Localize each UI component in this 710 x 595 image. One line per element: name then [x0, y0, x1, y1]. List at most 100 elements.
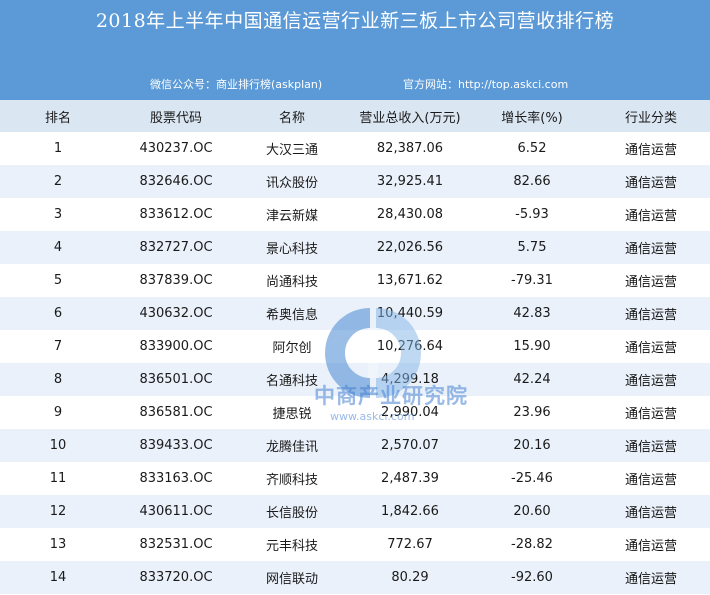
- table-row: 14 833720.OC 网信联动 80.29 -92.60 通信运营: [0, 561, 710, 594]
- watermark-text: 中商产业研究院: [314, 384, 468, 408]
- table-row: 4 832727.OC 景心科技 22,026.56 5.75 通信运营: [0, 231, 710, 264]
- cell-code: 430632.OC: [116, 297, 236, 330]
- cell-name: 齐顺科技: [265, 473, 318, 488]
- cell-revenue: 2,487.39: [381, 471, 439, 486]
- cell-name: 希奥信息: [236, 297, 348, 330]
- table-header-row: 排名 股票代码 名称 营业总收入(万元) 增长率(%) 行业分类: [0, 100, 710, 132]
- watermark-url: www.askci.com: [330, 410, 415, 423]
- cell-sector: 通信运营: [592, 561, 710, 594]
- cell-rank: 7: [53, 339, 63, 354]
- column-header-code: 股票代码: [116, 100, 236, 132]
- table-row: 13 832531.OC 元丰科技 772.67 -28.82 通信运营: [0, 528, 710, 561]
- cell-code: 837839.OC: [139, 273, 213, 288]
- cell-rank: 12: [0, 495, 116, 528]
- table-row: 7 833900.OC 阿尔创 10,276.64 15.90 通信运营: [0, 330, 710, 363]
- cell-code: 836501.OC: [116, 363, 236, 396]
- cell-revenue: 82,387.06: [376, 141, 444, 156]
- cell-code: 836581.OC: [139, 405, 213, 420]
- cell-name: 网信联动: [236, 561, 348, 594]
- cell-revenue: 22,026.56: [348, 231, 472, 264]
- column-header-revenue: 营业总收入(万元): [348, 100, 472, 132]
- cell-growth: 6.52: [517, 141, 547, 156]
- cell-code: 839433.OC: [116, 429, 236, 462]
- cell-sector: 通信运营: [624, 473, 677, 488]
- cell-sector: 通信运营: [624, 341, 677, 356]
- table-row: 5 837839.OC 尚通科技 13,671.62 -79.31 通信运营: [0, 264, 710, 297]
- cell-name: 景心科技: [236, 231, 348, 264]
- cell-growth: 82.66: [472, 165, 592, 198]
- cell-name: 长信股份: [236, 495, 348, 528]
- cell-name: 阿尔创: [272, 341, 312, 356]
- cell-code: 832531.OC: [139, 537, 213, 552]
- cell-revenue: 28,430.08: [376, 207, 444, 222]
- cell-sector: 通信运营: [624, 407, 677, 422]
- cell-name: 元丰科技: [265, 539, 318, 554]
- cell-rank: 9: [53, 405, 63, 420]
- cell-growth: -5.93: [515, 207, 549, 222]
- cell-sector: 通信运营: [624, 275, 677, 290]
- cell-name: 尚通科技: [265, 275, 318, 290]
- cell-growth: 5.75: [472, 231, 592, 264]
- cell-growth: 20.60: [472, 495, 592, 528]
- cell-growth: -79.31: [511, 273, 553, 288]
- ranking-table: 排名 股票代码 名称 营业总收入(万元) 增长率(%) 行业分类 1 430237…: [0, 100, 710, 594]
- cell-growth: -25.46: [511, 471, 553, 486]
- cell-growth: 20.16: [472, 429, 592, 462]
- cell-code: 430611.OC: [116, 495, 236, 528]
- cell-code: 832727.OC: [116, 231, 236, 264]
- cell-name: 捷思锐: [272, 407, 312, 422]
- cell-growth: -92.60: [472, 561, 592, 594]
- cell-revenue: 80.29: [348, 561, 472, 594]
- cell-revenue: 1,842.66: [348, 495, 472, 528]
- table-row: 11 833163.OC 齐顺科技 2,487.39 -25.46 通信运营: [0, 462, 710, 495]
- cell-revenue: 2,990.04: [381, 405, 439, 420]
- cell-growth: 42.83: [472, 297, 592, 330]
- cell-name: 讯众股份: [236, 165, 348, 198]
- cell-rank: 10: [0, 429, 116, 462]
- cell-growth: 15.90: [513, 339, 551, 354]
- column-header-name: 名称: [236, 100, 348, 132]
- table-row: 10 839433.OC 龙腾佳讯 2,570.07 20.16 通信运营: [0, 429, 710, 462]
- cell-code: 833163.OC: [139, 471, 213, 486]
- cell-sector: 通信运营: [592, 231, 710, 264]
- cell-rank: 2: [0, 165, 116, 198]
- cell-rank: 11: [49, 471, 67, 486]
- cell-sector: 通信运营: [592, 297, 710, 330]
- cell-rank: 6: [0, 297, 116, 330]
- cell-sector: 通信运营: [592, 165, 710, 198]
- cell-rank: 3: [53, 207, 63, 222]
- wechat-account-label: 微信公众号：商业排行榜(askplan): [150, 78, 323, 91]
- cell-sector: 通信运营: [624, 209, 677, 224]
- cell-sector: 通信运营: [592, 363, 710, 396]
- header-banner: 2018年上半年中国通信运营行业新三板上市公司营收排行榜 微信公众号：商业排行榜…: [0, 0, 710, 100]
- cell-sector: 通信运营: [624, 143, 677, 158]
- cell-code: 430237.OC: [139, 141, 213, 156]
- table-row: 1 430237.OC 大汉三通 82,387.06 6.52 通信运营: [0, 132, 710, 165]
- cell-sector: 通信运营: [624, 539, 677, 554]
- cell-growth: 23.96: [513, 405, 551, 420]
- cell-name: 大汉三通: [265, 143, 318, 158]
- cell-name: 津云新媒: [265, 209, 318, 224]
- column-header-growth: 增长率(%): [472, 100, 592, 132]
- cell-revenue: 10,276.64: [376, 339, 444, 354]
- cell-growth: 42.24: [472, 363, 592, 396]
- cell-code: 833900.OC: [139, 339, 213, 354]
- column-header-sector: 行业分类: [592, 100, 710, 132]
- table-row: 12 430611.OC 长信股份 1,842.66 20.60 通信运营: [0, 495, 710, 528]
- cell-rank: 13: [49, 537, 67, 552]
- cell-revenue: 2,570.07: [348, 429, 472, 462]
- cell-rank: 5: [53, 273, 63, 288]
- page-title: 2018年上半年中国通信运营行业新三板上市公司营收排行榜: [95, 10, 615, 32]
- cell-revenue: 32,925.41: [348, 165, 472, 198]
- cell-rank: 1: [53, 141, 63, 156]
- cell-name: 龙腾佳讯: [236, 429, 348, 462]
- official-website-label: 官方网站：http://top.askci.com: [403, 78, 569, 91]
- cell-sector: 通信运营: [592, 495, 710, 528]
- table-row: 2 832646.OC 讯众股份 32,925.41 82.66 通信运营: [0, 165, 710, 198]
- cell-code: 833720.OC: [116, 561, 236, 594]
- cell-revenue: 10,440.59: [348, 297, 472, 330]
- table-row: 9 836581.OC 捷思锐 2,990.04 23.96 通信运营: [0, 396, 710, 429]
- table-row: 3 833612.OC 津云新媒 28,430.08 -5.93 通信运营: [0, 198, 710, 231]
- cell-rank: 4: [0, 231, 116, 264]
- cell-code: 832646.OC: [116, 165, 236, 198]
